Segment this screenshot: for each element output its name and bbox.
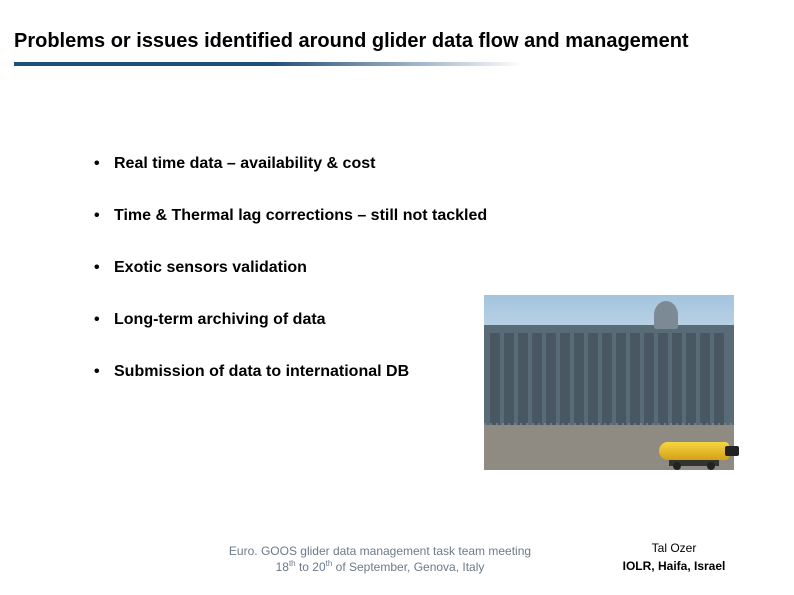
footer-line2: 18th to 20th of September, Genova, Italy: [170, 559, 590, 575]
list-item: Exotic sensors validation: [90, 259, 650, 277]
footer-date-mid: to 20: [296, 560, 326, 574]
footer-author-block: Tal Ozer IOLR, Haifa, Israel: [594, 539, 754, 575]
author-affiliation: IOLR, Haifa, Israel: [594, 557, 754, 575]
title-underline: [14, 62, 524, 66]
photo-building: [484, 325, 734, 435]
footer-date-sup1: th: [289, 559, 296, 568]
author-name: Tal Ozer: [594, 539, 754, 557]
photo-tower: [654, 301, 678, 329]
photo-cart: [669, 460, 719, 466]
glider-photo: [484, 295, 734, 470]
photo-glider: [659, 442, 729, 460]
footer-date-pre: 18: [276, 560, 289, 574]
page-title: Problems or issues identified around gli…: [14, 30, 780, 53]
footer-line1: Euro. GOOS glider data management task t…: [170, 543, 590, 559]
list-item: Real time data – availability & cost: [90, 155, 650, 173]
footer-meeting: Euro. GOOS glider data management task t…: [170, 543, 590, 575]
footer-date-post: of September, Genova, Italy: [332, 560, 484, 574]
list-item: Time & Thermal lag corrections – still n…: [90, 207, 650, 225]
